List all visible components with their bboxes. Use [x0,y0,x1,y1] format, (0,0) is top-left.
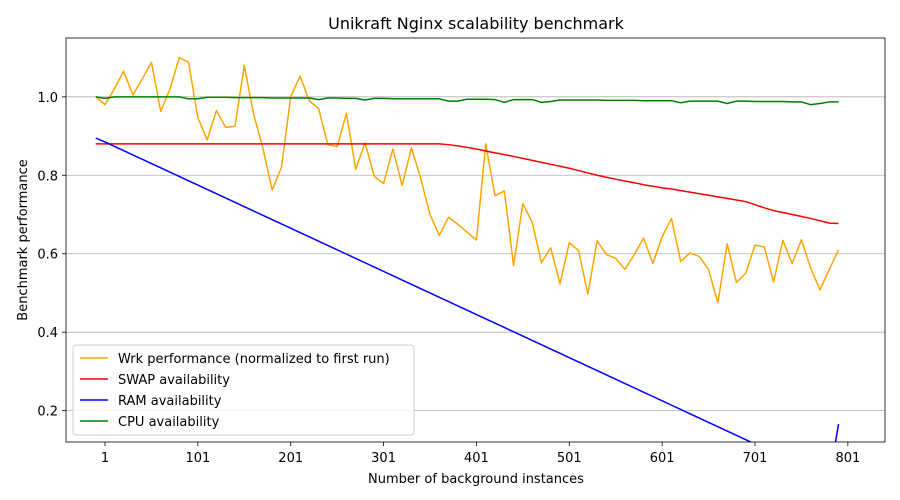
x-axis-label: Number of background instances [368,472,584,487]
legend-label-2: SWAP availability [118,373,230,388]
x-tick-label: 501 [557,451,582,466]
x-tick-label: 401 [464,451,489,466]
legend-box [72,344,415,436]
y-tick-label: 0.6 [37,248,58,263]
plot-frame [65,37,886,443]
x-tick-label: 601 [650,451,675,466]
series-line-1 [95,56,840,304]
x-tick-label: 801 [835,451,860,466]
x-tick-label: 1 [101,451,109,466]
legend-label-1: Wrk performance (normalized to first run… [118,352,390,367]
axes: 1 101 201 301 401 501 601 701 801 0.2 0.4 0.6 0.8 1.0 [37,37,886,466]
y-tick-label: 0.2 [37,405,58,420]
x-tick-label: 301 [371,451,396,466]
x-tick-label: 701 [743,451,768,466]
legend: Wrk performance (normalized to first run… [72,344,415,436]
legend-label-4: CPU availability [118,415,220,430]
series-line-2 [95,143,839,225]
series-line-4 [95,96,839,106]
series-line-3 [95,137,840,442]
legend-label-3: RAM availability [118,394,222,409]
y-tick-label: 0.8 [37,169,58,184]
y-tick-label: 1.0 [37,91,58,106]
x-tick-label: 201 [278,451,303,466]
chart-title: Unikraft Nginx scalability benchmark [328,14,624,33]
x-tick-label: 101 [185,451,210,466]
series-layer [95,56,840,442]
y-tick-label: 0.4 [37,326,58,341]
y-axis-label: Benchmark performance [16,159,31,320]
